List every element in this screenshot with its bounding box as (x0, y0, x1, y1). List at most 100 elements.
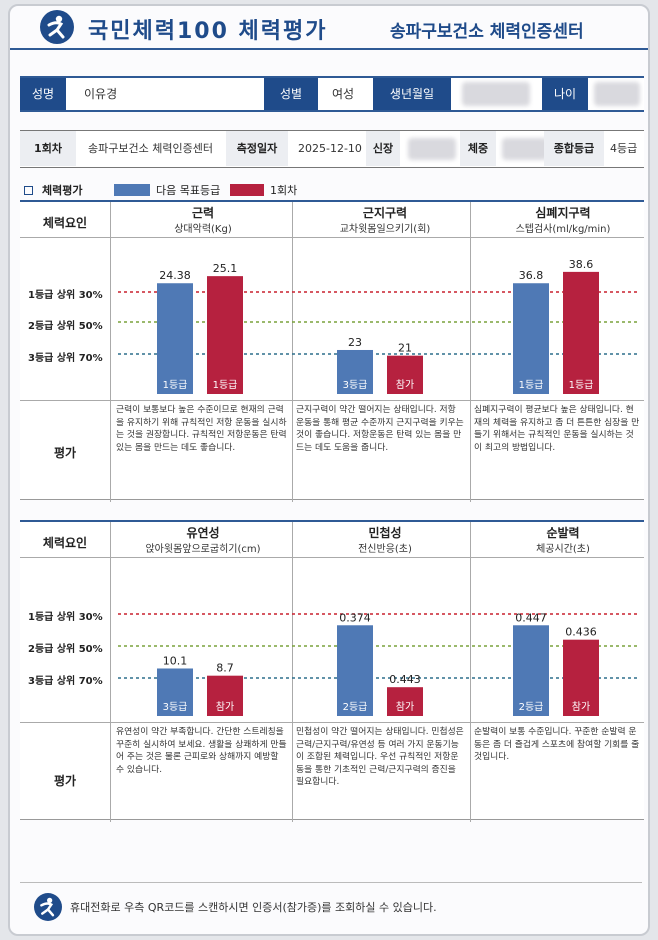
target-grade-label: 2등급 (519, 701, 544, 713)
legend: 체력평가 다음 목표등급 1회차 (20, 181, 620, 201)
height-redacted (408, 138, 456, 160)
birth-label: 생년월일 (373, 78, 451, 110)
round-bar (563, 271, 599, 394)
factor-cardio: 심폐지구력 (535, 206, 591, 220)
name-label: 성명 (20, 78, 66, 110)
factor-strength: 근력 (191, 206, 215, 220)
birth-redacted (462, 82, 530, 106)
center-name: 송파구보건소 체력인증센터 (390, 22, 584, 42)
legend-target-label: 다음 목표등급 (156, 184, 221, 197)
target-bar (157, 283, 193, 394)
grade3-label: 3등급 상위 70% (28, 353, 103, 364)
round-bar (387, 687, 423, 716)
report-page: 국민체력100 체력평가 송파구보건소 체력인증센터 성명 이유경 성별 여성 … (8, 4, 650, 936)
fitness-logo-icon (34, 893, 62, 921)
target-bar (337, 349, 373, 394)
test-power: 체공시간(초) (536, 544, 590, 555)
target-value-label: 0.374 (339, 611, 371, 624)
overall-grade: 4등급 (610, 142, 638, 155)
test-agility: 전신반응(초) (358, 544, 412, 555)
round-bar (387, 355, 423, 394)
age-redacted (594, 82, 640, 106)
round-value-label: 21 (398, 342, 412, 355)
divider (20, 722, 644, 723)
section-header: 체력요인 근력 상대악력(Kg) 근지구력 교차윗몸일으키기(회) 심폐지구력 … (20, 202, 644, 238)
factor-flexibility: 유연성 (186, 526, 220, 540)
eval-strength: 근력이 보통보다 높은 수준이므로 현재의 근력을 유지하기 위해 규칙적인 저… (116, 405, 287, 453)
target-grade-label: 2등급 (343, 701, 368, 713)
chart-svg: 24.38 1등급 25.1 1등급 23 3등급 21 참가 36.8 1등급 38.6 1등급 (118, 258, 640, 394)
legend-target-swatch (114, 184, 150, 196)
score-chart: 24.38 1등급 25.1 1등급 23 3등급 21 참가 36.8 1등급 38.6 1등급 (20, 238, 644, 400)
grade2-label: 2등급 상위 50% (28, 321, 103, 332)
round-label: 1회차 (20, 131, 76, 166)
round-value-label: 0.436 (565, 626, 597, 639)
overall-label: 종합등급 (544, 131, 604, 166)
target-grade-label: 1등급 (519, 379, 544, 391)
target-value-label: 10.1 (163, 654, 188, 667)
weight-label: 체중 (460, 131, 496, 166)
round-grade-label: 참가 (396, 701, 414, 713)
section-marker-icon (24, 186, 33, 195)
date-label: 측정일자 (226, 131, 288, 166)
round-grade-label: 1등급 (569, 379, 594, 391)
sex-label: 성별 (264, 78, 318, 110)
session-center: 송파구보건소 체력인증센터 (88, 142, 213, 155)
target-grade-label: 3등급 (163, 701, 188, 713)
fitness-section-1: 체력요인 근력 상대악력(Kg) 근지구력 교차윗몸일으키기(회) 심폐지구력 … (20, 200, 644, 502)
target-bar (513, 283, 549, 394)
factor-muscular-endurance: 근지구력 (362, 206, 408, 220)
round-value-label: 25.1 (213, 262, 238, 275)
test-flexibility: 앉아윗몸앞으로굽히기(cm) (145, 544, 261, 555)
factor-agility: 민첩성 (368, 526, 402, 540)
fitness-logo-icon (40, 10, 74, 44)
factor-label: 체력요인 (42, 216, 88, 230)
factor-power: 순발력 (546, 526, 580, 540)
eval-flexibility: 유연성이 약간 부족합니다. 간단한 스트레칭을 꾸준히 실시하여 보세요. 생… (116, 727, 287, 775)
grade1-label: 1등급 상위 30% (28, 612, 103, 623)
target-grade-label: 3등급 (343, 379, 368, 391)
grade1-label: 1등급 상위 30% (28, 290, 103, 301)
sex-value: 여성 (332, 87, 355, 101)
round-value-label: 0.443 (389, 673, 421, 686)
session-info-row: 1회차 송파구보건소 체력인증센터 측정일자 2025-12-10 신장 체중 … (20, 130, 644, 168)
round-grade-label: 참가 (216, 701, 234, 713)
target-value-label: 23 (348, 336, 362, 349)
eval-muscular-endurance: 근지구력이 약간 떨어지는 상태입니다. 저항 운동을 통해 평균 수준까지 근… (296, 405, 464, 453)
round-grade-label: 1등급 (213, 379, 238, 391)
divider (110, 522, 111, 822)
target-value-label: 36.8 (519, 269, 544, 282)
target-bar (337, 625, 373, 716)
divider (470, 202, 471, 502)
fitness-section-2: 체력요인 유연성 앉아윗몸앞으로굽히기(cm) 민첩성 전신반응(초) 순발력 … (20, 520, 644, 822)
divider (20, 400, 644, 401)
grade3-label: 3등급 상위 70% (28, 676, 103, 687)
target-value-label: 24.38 (159, 269, 191, 282)
round-value-label: 38.6 (569, 258, 594, 271)
eval-power: 순발력이 보통 수준입니다. 꾸준한 순발력 운동은 좀 더 즐겁게 스포츠에 … (474, 727, 640, 762)
eval-label: 평가 (53, 774, 77, 788)
weight-redacted (502, 138, 548, 160)
height-label: 신장 (366, 131, 400, 166)
legend-title: 체력평가 (42, 184, 83, 197)
grade2-label: 2등급 상위 50% (28, 644, 103, 655)
test-cardio: 스텝검사(ml/kg/min) (515, 224, 611, 235)
legend-round-label: 1회차 (270, 184, 298, 197)
legend-round-swatch (230, 184, 264, 196)
eval-agility: 민첩성이 약간 떨어지는 상태입니다. 민첩성은 근력/근지구력/유연성 등 여… (296, 727, 464, 787)
round-value-label: 8.7 (216, 662, 234, 675)
round-bar (207, 675, 243, 716)
eval-label: 평가 (53, 446, 77, 460)
report-title: 국민체력100 체력평가 (88, 19, 328, 44)
chart-svg: 10.1 3등급 8.7 참가 0.374 2등급 0.443 참가 0.447 2등급 0.436… (118, 611, 640, 716)
round-grade-label: 참가 (572, 701, 590, 713)
date-value: 2025-12-10 (298, 142, 362, 155)
test-strength: 상대악력(Kg) (174, 224, 232, 235)
factor-label: 체력요인 (42, 536, 88, 550)
target-bar (513, 625, 549, 716)
age-label: 나이 (542, 78, 588, 110)
round-grade-label: 참가 (396, 379, 414, 391)
target-grade-label: 1등급 (163, 379, 188, 391)
target-value-label: 0.447 (515, 611, 547, 624)
divider (292, 202, 293, 502)
